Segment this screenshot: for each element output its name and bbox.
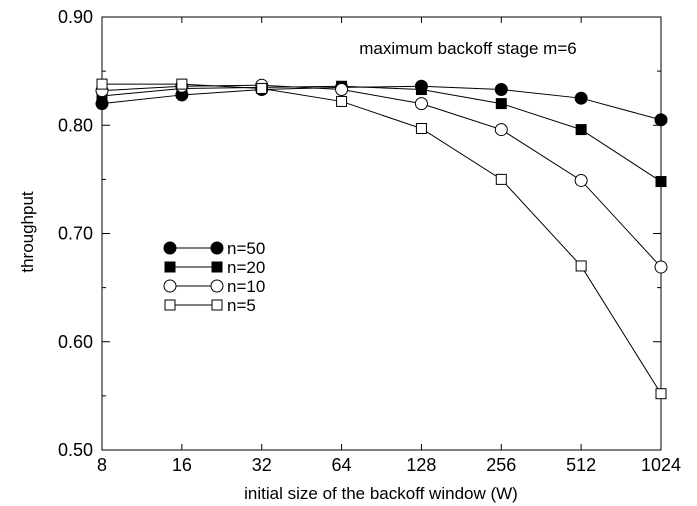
legend-marker xyxy=(163,279,177,293)
data-point xyxy=(495,173,507,185)
data-point xyxy=(575,124,587,136)
x-tick-label: 256 xyxy=(486,455,516,475)
legend-item: n=20 xyxy=(164,258,265,277)
legend-marker xyxy=(163,241,177,255)
data-point xyxy=(494,83,508,97)
legend-item: n=10 xyxy=(163,277,265,296)
series-layer xyxy=(95,78,668,400)
y-tick-label: 0.50 xyxy=(58,440,93,460)
data-point xyxy=(414,97,428,111)
x-tick-label: 32 xyxy=(252,455,272,475)
legend-marker xyxy=(164,261,176,273)
legend-marker xyxy=(211,261,223,273)
legend-label: n=20 xyxy=(227,258,265,277)
series-line xyxy=(101,85,662,182)
data-point xyxy=(96,78,108,90)
legend-marker xyxy=(210,279,224,293)
data-point xyxy=(495,98,507,110)
data-point xyxy=(336,95,348,107)
x-tick-label: 1024 xyxy=(641,455,681,475)
x-axis-title: initial size of the backoff window (W) xyxy=(244,484,518,503)
data-point xyxy=(654,113,668,127)
legend-label: n=10 xyxy=(227,277,265,296)
axes: 8 16 32 64 128 256 512 1024 0.50 0.60 0.70 0.80 0.90 xyxy=(58,7,681,475)
x-tick-label: 64 xyxy=(332,455,352,475)
legend-marker xyxy=(211,299,223,311)
data-point xyxy=(655,388,667,400)
series-line xyxy=(101,85,662,121)
data-point xyxy=(494,123,508,137)
data-point xyxy=(176,78,188,90)
data-point xyxy=(575,260,587,272)
chart-annotation: maximum backoff stage m=6 xyxy=(359,39,576,58)
data-point xyxy=(335,83,349,97)
data-point xyxy=(415,122,427,134)
series-line xyxy=(102,83,662,394)
x-tick-label: 16 xyxy=(172,455,192,475)
legend-label: n=50 xyxy=(227,239,265,258)
data-point xyxy=(256,82,268,94)
legend-label: n=5 xyxy=(227,296,256,315)
legend-item: n=5 xyxy=(164,296,256,315)
y-tick-label: 0.70 xyxy=(58,224,93,244)
y-tick-label: 0.80 xyxy=(58,115,93,135)
y-axis-title: throughput xyxy=(18,191,37,273)
data-point xyxy=(574,173,588,187)
data-point xyxy=(415,84,427,96)
x-tick-label: 512 xyxy=(566,455,596,475)
series-n-10 xyxy=(95,78,668,274)
x-tick-label: 128 xyxy=(406,455,436,475)
y-tick-label: 0.60 xyxy=(58,332,93,352)
x-tick-label: 8 xyxy=(97,455,107,475)
series-line xyxy=(101,84,662,268)
legend-marker xyxy=(164,299,176,311)
y-tick-label: 0.90 xyxy=(58,7,93,27)
legend-marker xyxy=(210,241,224,255)
series-n-5 xyxy=(96,78,667,400)
data-point xyxy=(655,176,667,188)
legend: n=50n=20n=10n=5 xyxy=(163,239,265,315)
data-point xyxy=(654,260,668,274)
data-point xyxy=(574,91,588,105)
legend-item: n=50 xyxy=(163,239,265,258)
